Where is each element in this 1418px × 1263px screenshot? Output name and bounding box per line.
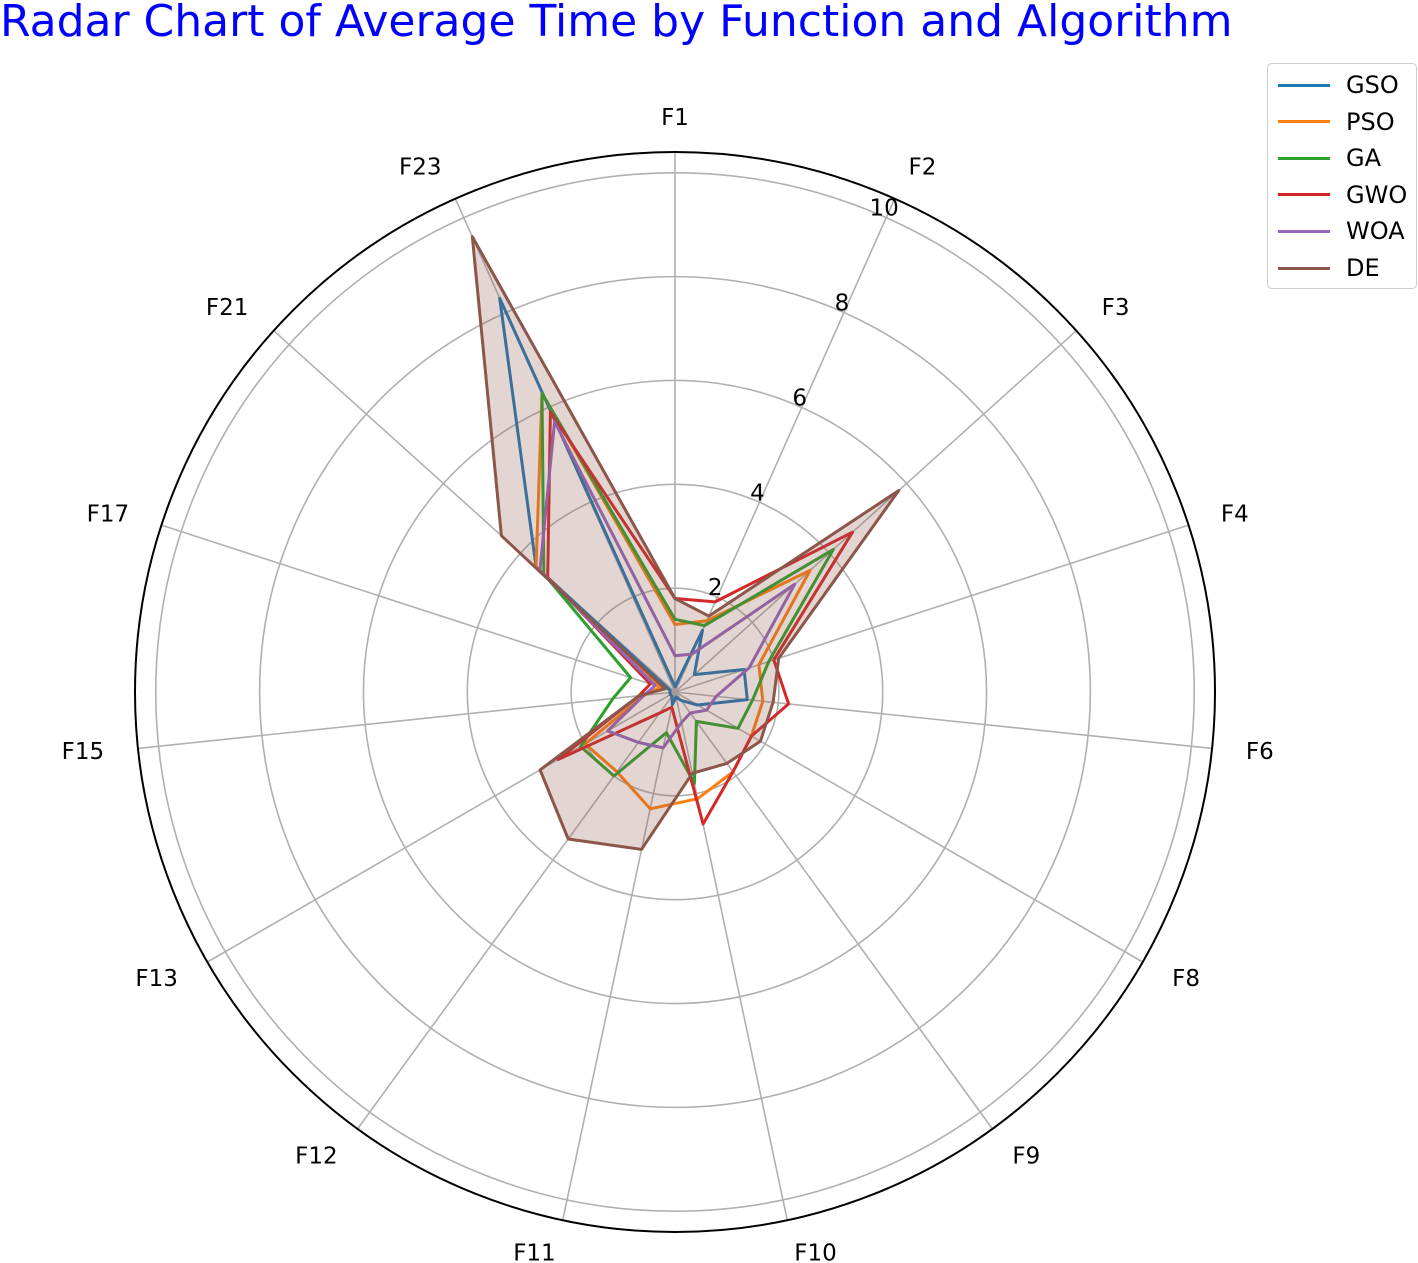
legend-swatch-pso bbox=[1278, 120, 1330, 124]
chart-title: Radar Chart of Average Time by Function … bbox=[0, 0, 1233, 47]
spoke-F11 bbox=[561, 691, 676, 1221]
legend-label-woa: WOA bbox=[1346, 217, 1405, 246]
series-line-gso bbox=[498, 296, 749, 707]
category-label-F17: F17 bbox=[87, 502, 130, 528]
spoke-F2 bbox=[674, 198, 896, 693]
legend-item-pso: PSO bbox=[1278, 104, 1395, 140]
category-label-F2: F2 bbox=[909, 155, 937, 181]
legend-item-gso: GSO bbox=[1278, 67, 1399, 103]
spoke-F17 bbox=[161, 524, 676, 693]
legend-label-pso: PSO bbox=[1346, 107, 1395, 136]
spoke-F8 bbox=[674, 691, 1144, 963]
category-label-F8: F8 bbox=[1172, 966, 1200, 992]
category-label-F3: F3 bbox=[1102, 295, 1130, 321]
legend-label-de: DE bbox=[1346, 254, 1380, 282]
spoke-F6 bbox=[674, 691, 1213, 750]
category-label-F21: F21 bbox=[206, 295, 249, 321]
radar-labels: F1 F2 F3 F4 F6 F8 F9 F10 F11 F12 F13 F15 F17 F21 F23 2 4… bbox=[62, 105, 1274, 1263]
r-tick-label-6: 6 bbox=[792, 385, 807, 411]
legend-item-gwo: GWO bbox=[1278, 177, 1407, 213]
polar-frame bbox=[134, 151, 1216, 1233]
legend-item-ga: GA bbox=[1278, 140, 1381, 176]
radar-series bbox=[470, 235, 901, 851]
spoke-F9 bbox=[674, 691, 994, 1130]
series-line-ga bbox=[540, 391, 835, 785]
legend-swatch-gwo bbox=[1278, 193, 1330, 197]
series-line-woa bbox=[538, 420, 797, 750]
category-label-F11: F11 bbox=[513, 1241, 556, 1263]
category-label-F10: F10 bbox=[794, 1241, 837, 1263]
legend-label-gso: GSO bbox=[1346, 71, 1399, 99]
legend-label-gwo: GWO bbox=[1346, 180, 1408, 209]
spoke-F3 bbox=[674, 330, 1077, 693]
r-tick-label-10: 10 bbox=[870, 196, 899, 222]
category-label-F4: F4 bbox=[1221, 502, 1249, 528]
legend-swatch-gso bbox=[1278, 83, 1330, 87]
category-label-F13: F13 bbox=[135, 966, 178, 992]
legend-swatch-ga bbox=[1278, 156, 1330, 160]
legend: GSO PSO GA GWO WOA DE bbox=[1267, 63, 1417, 289]
legend-item-woa: WOA bbox=[1278, 213, 1405, 249]
spoke-F12 bbox=[356, 691, 676, 1130]
legend-swatch-de bbox=[1278, 266, 1330, 270]
legend-swatch-woa bbox=[1278, 229, 1330, 233]
legend-item-de: DE bbox=[1278, 250, 1380, 286]
r-tick-label-8: 8 bbox=[835, 291, 850, 317]
series-line-de bbox=[470, 235, 901, 851]
spoke-F13 bbox=[206, 691, 676, 963]
category-label-F9: F9 bbox=[1012, 1143, 1040, 1169]
legend-label-ga: GA bbox=[1346, 144, 1382, 173]
r-tick-label-4: 4 bbox=[750, 480, 765, 506]
category-label-F23: F23 bbox=[399, 155, 442, 181]
category-label-F1: F1 bbox=[661, 105, 689, 131]
category-label-F6: F6 bbox=[1246, 739, 1274, 765]
category-label-F15: F15 bbox=[62, 739, 105, 765]
spoke-F15 bbox=[137, 691, 676, 750]
category-label-F12: F12 bbox=[295, 1143, 338, 1169]
r-tick-label-2: 2 bbox=[708, 575, 723, 601]
series-fill-de bbox=[472, 236, 899, 850]
